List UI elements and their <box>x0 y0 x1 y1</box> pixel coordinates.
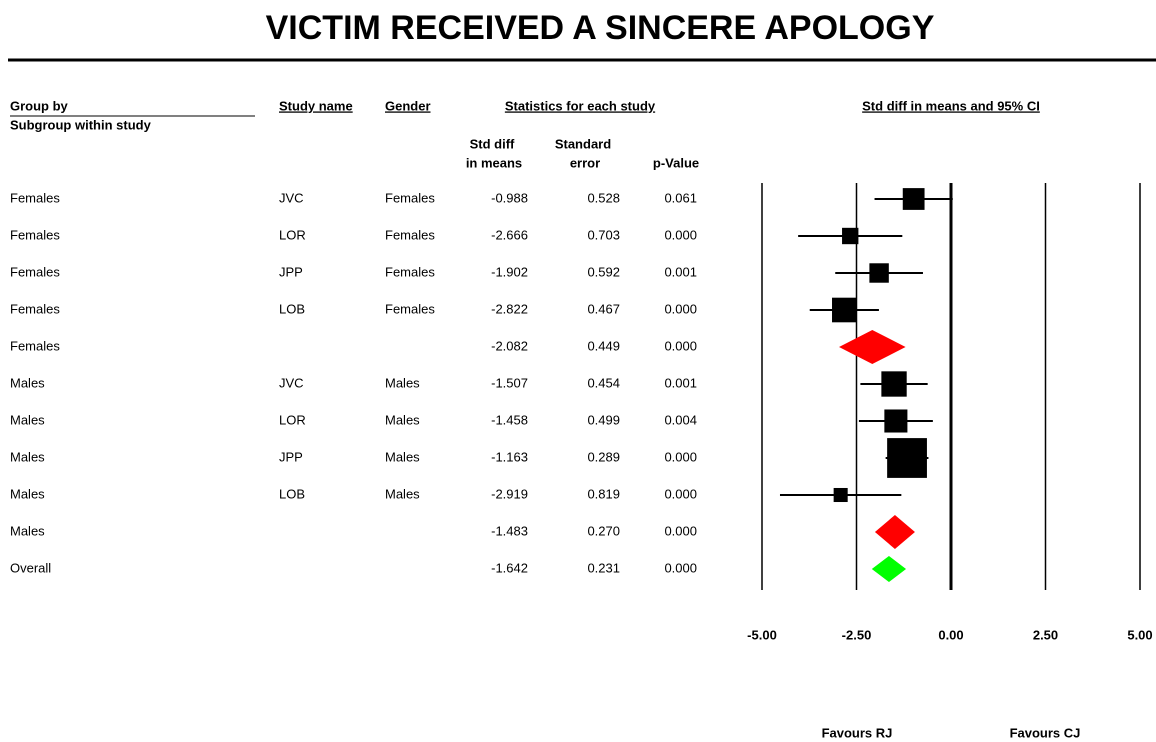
study-label: LOR <box>279 412 306 427</box>
group-label: Overall <box>10 560 51 575</box>
effect-box <box>832 297 857 323</box>
study-label: LOR <box>279 227 306 242</box>
group-label: Males <box>10 486 45 501</box>
standard-error: 0.819 <box>587 486 620 501</box>
group-label: Females <box>10 301 60 316</box>
header: p-Value <box>653 155 699 170</box>
std-diff: -1.507 <box>491 375 528 390</box>
gender-label: Females <box>385 301 435 316</box>
gender-label: Males <box>385 375 420 390</box>
std-diff: -1.902 <box>491 264 528 279</box>
std-diff: -2.082 <box>491 338 528 353</box>
p-value: 0.000 <box>664 560 697 575</box>
effect-box <box>881 371 907 397</box>
standard-error: 0.467 <box>587 301 620 316</box>
favours-label: Favours RJ <box>822 725 893 740</box>
standard-error: 0.528 <box>587 190 620 205</box>
x-tick-label: 5.00 <box>1127 627 1152 642</box>
gender-label: Males <box>385 449 420 464</box>
standard-error: 0.231 <box>587 560 620 575</box>
header: in means <box>466 155 522 170</box>
study-label: JVC <box>279 190 304 205</box>
summary-diamond <box>874 515 915 549</box>
x-tick-label: -2.50 <box>842 627 872 642</box>
study-label: LOB <box>279 486 305 501</box>
header: Std diff in means and 95% CI <box>862 98 1040 113</box>
std-diff: -0.988 <box>491 190 528 205</box>
gender-label: Males <box>385 486 420 501</box>
effect-box <box>902 188 925 210</box>
header: Gender <box>385 98 431 113</box>
p-value: 0.001 <box>664 264 697 279</box>
standard-error: 0.703 <box>587 227 620 242</box>
std-diff: -1.642 <box>491 560 528 575</box>
study-label: JPP <box>279 264 303 279</box>
standard-error: 0.454 <box>587 375 620 390</box>
effect-box <box>842 227 859 245</box>
group-label: Males <box>10 523 45 538</box>
chart-title: VICTIM RECEIVED A SINCERE APOLOGY <box>266 9 935 47</box>
group-label: Females <box>10 227 60 242</box>
header: Statistics for each study <box>505 98 656 113</box>
std-diff: -2.822 <box>491 301 528 316</box>
header: Std diff <box>470 136 515 151</box>
std-diff: -1.458 <box>491 412 528 427</box>
standard-error: 0.449 <box>587 338 620 353</box>
effect-box <box>884 409 908 433</box>
gender-label: Females <box>385 227 435 242</box>
x-tick-label: -5.00 <box>747 627 777 642</box>
standard-error: 0.289 <box>587 449 620 464</box>
gender-label: Females <box>385 264 435 279</box>
group-label: Males <box>10 375 45 390</box>
group-label: Females <box>10 190 60 205</box>
std-diff: -1.483 <box>491 523 528 538</box>
study-label: JVC <box>279 375 304 390</box>
effect-box <box>833 487 848 503</box>
group-label: Males <box>10 412 45 427</box>
p-value: 0.004 <box>664 412 697 427</box>
group-label: Males <box>10 449 45 464</box>
header: Group by <box>10 98 69 113</box>
standard-error: 0.592 <box>587 264 620 279</box>
p-value: 0.061 <box>664 190 697 205</box>
gender-label: Females <box>385 190 435 205</box>
favours-label: Favours CJ <box>1010 725 1081 740</box>
effect-box <box>869 263 889 283</box>
group-label: Females <box>10 264 60 279</box>
std-diff: -2.919 <box>491 486 528 501</box>
group-label: Females <box>10 338 60 353</box>
study-label: LOB <box>279 301 305 316</box>
p-value: 0.000 <box>664 301 697 316</box>
p-value: 0.000 <box>664 523 697 538</box>
p-value: 0.001 <box>664 375 697 390</box>
p-value: 0.000 <box>664 486 697 501</box>
header: error <box>570 155 600 170</box>
header: Study name <box>279 98 353 113</box>
header: Subgroup within study <box>10 117 152 132</box>
header: Standard <box>555 136 611 151</box>
std-diff: -2.666 <box>491 227 528 242</box>
effect-box <box>887 438 927 478</box>
study-label: JPP <box>279 449 303 464</box>
summary-diamond <box>871 556 907 582</box>
x-tick-label: 2.50 <box>1033 627 1058 642</box>
x-tick-label: 0.00 <box>938 627 963 642</box>
standard-error: 0.270 <box>587 523 620 538</box>
standard-error: 0.499 <box>587 412 620 427</box>
std-diff: -1.163 <box>491 449 528 464</box>
summary-diamond <box>839 330 906 364</box>
p-value: 0.000 <box>664 449 697 464</box>
p-value: 0.000 <box>664 227 697 242</box>
gender-label: Males <box>385 412 420 427</box>
p-value: 0.000 <box>664 338 697 353</box>
